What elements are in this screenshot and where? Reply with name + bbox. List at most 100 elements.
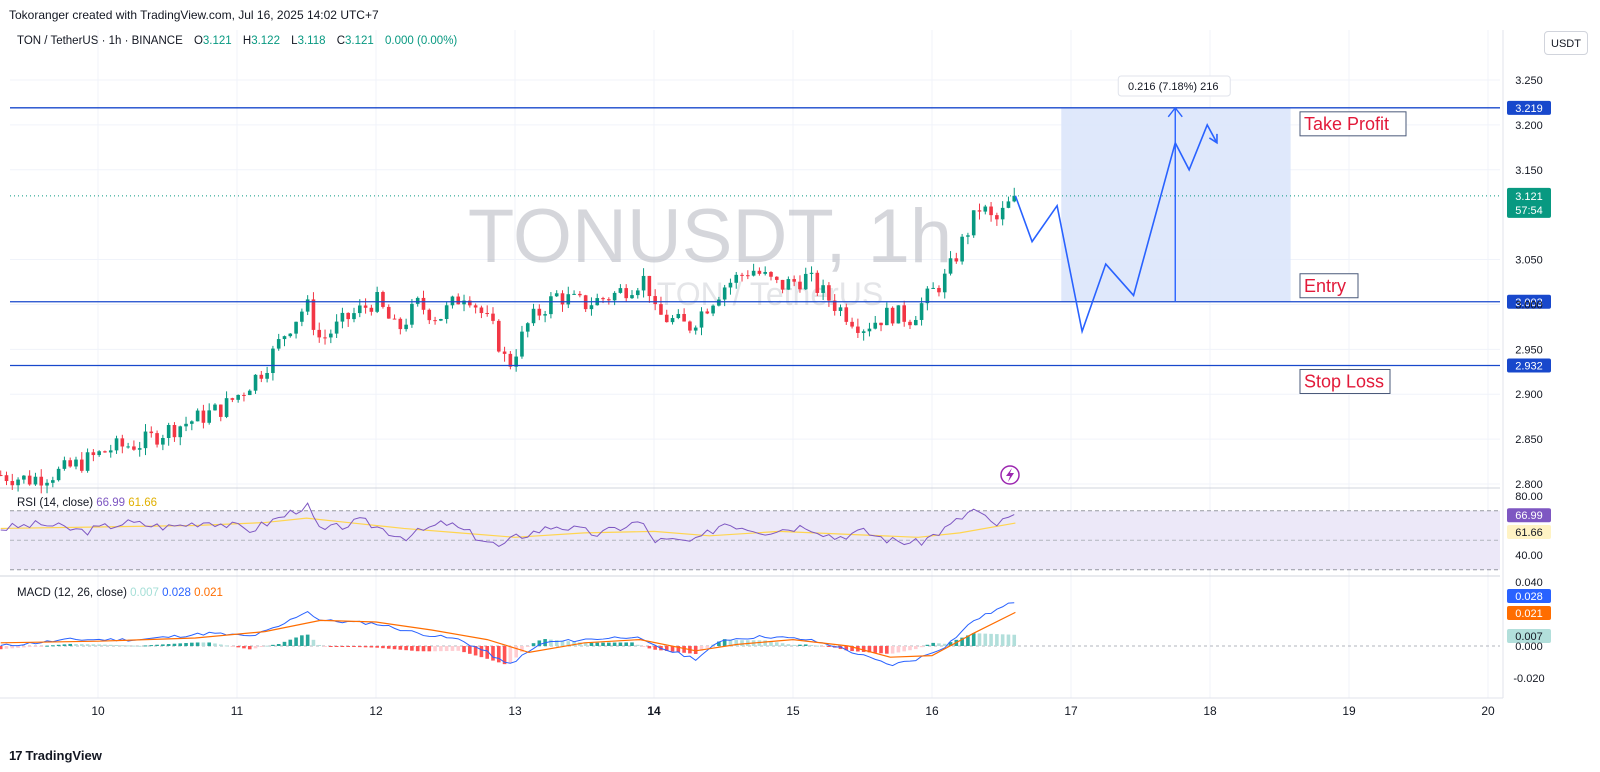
time-axis-tick: 17	[1064, 704, 1078, 718]
macd-histogram-bar	[485, 646, 489, 659]
high-label: H	[242, 35, 252, 47]
candle-body	[103, 451, 107, 453]
rsi-ma-tag-text: 61.66	[1515, 527, 1543, 539]
price-axis-tick: 2.900	[1515, 389, 1543, 401]
candle-body	[693, 327, 698, 331]
time-axis-tick: 12	[369, 704, 383, 718]
candle-body	[942, 273, 947, 293]
candle-body	[890, 307, 895, 324]
macd-legend[interactable]: MACD (12, 26, close) 0.007 0.028 0.021	[17, 587, 223, 599]
candle-body	[427, 309, 432, 321]
macd-histogram-bar	[132, 645, 136, 647]
candle-body	[381, 292, 385, 307]
candle-body	[45, 482, 49, 486]
candle-body	[496, 320, 501, 352]
candle-body	[885, 307, 889, 326]
rsi-tag	[1507, 508, 1551, 523]
macd-histogram-bar	[410, 646, 414, 651]
candle-body	[323, 337, 327, 339]
macd-histogram-bar	[62, 644, 67, 646]
axes-group: 3.250 3.200 3.150 3.050 3.000 2.950 2.900 2.850…	[0, 30, 1545, 718]
macd-histogram-bar	[502, 646, 507, 665]
macd-histogram-bar	[265, 645, 269, 647]
candle-body	[919, 303, 924, 320]
macd-histogram-bar	[91, 644, 96, 646]
macd-histogram-bar	[45, 645, 49, 647]
candle-body	[386, 306, 391, 319]
candle-body	[485, 313, 489, 315]
candle-body	[346, 312, 350, 320]
macd-histogram-bar	[705, 646, 710, 648]
macd-histogram-bar	[595, 642, 600, 646]
candle-body	[746, 275, 750, 277]
macd-histogram-bar	[184, 643, 188, 646]
macd-histogram-bar	[120, 645, 125, 647]
currency-button[interactable]: USDT	[1544, 31, 1588, 55]
candle-body	[971, 210, 976, 236]
candle-body	[207, 410, 211, 423]
candle-body	[415, 297, 420, 304]
macd-histogram-bar	[427, 646, 432, 652]
macd-histogram-bar	[473, 646, 478, 656]
symbol-title[interactable]: TON / TetherUS · 1h · BINANCE	[17, 35, 183, 47]
macd-histogram-bar	[566, 641, 571, 646]
candle-body	[421, 297, 426, 310]
macd-histogram-bar	[786, 644, 791, 646]
macd-histogram-bar	[769, 641, 773, 646]
macd-histogram-bar	[908, 646, 912, 651]
candle-body	[79, 459, 84, 471]
macd-histogram-bar	[496, 646, 501, 663]
macd-histogram-bar	[937, 643, 941, 646]
macd-line-value: 0.028	[162, 587, 191, 599]
macd-histogram-bar	[56, 644, 61, 646]
candle-body	[479, 307, 484, 314]
time-axis-tick: 18	[1203, 704, 1217, 718]
time-axis-tick: 20	[1481, 704, 1495, 718]
projection-arrowhead	[1208, 133, 1218, 145]
macd-histogram-bar	[1012, 634, 1017, 646]
macd-histogram-bar	[294, 637, 298, 646]
candle-body	[751, 270, 756, 276]
macd-histogram-bar	[305, 634, 310, 646]
macd-histogram-bar	[653, 646, 657, 650]
macd-histogram-bar	[259, 646, 264, 647]
candle-body	[543, 314, 547, 316]
candle-body	[305, 299, 310, 312]
candle-body	[832, 300, 837, 311]
candle-body	[966, 235, 970, 237]
macd-hist-value: 0.007	[130, 587, 159, 599]
candle-body	[195, 410, 200, 422]
macd-histogram-bar	[363, 646, 368, 648]
symbol-legend[interactable]: TON / TetherUS · 1h · BINANCE O3.121 H3.…	[17, 35, 457, 47]
candle-body	[688, 321, 692, 331]
tradingview-logo[interactable]: 17 TradingView	[9, 748, 102, 763]
candle-body	[769, 271, 773, 277]
candle-body	[624, 288, 628, 299]
macd-histogram-bar	[439, 646, 443, 652]
candle-body	[734, 274, 739, 283]
lightning-glyph	[1006, 468, 1014, 482]
candle-body	[265, 373, 269, 379]
macd-histogram-bar	[676, 646, 681, 653]
macd-histogram-bar	[114, 645, 119, 647]
candle-body	[531, 308, 536, 324]
price-axis-tick: 3.250	[1515, 75, 1543, 87]
candle-body	[213, 404, 217, 411]
macd-histogram-bar	[821, 646, 825, 647]
candle-body	[218, 404, 223, 417]
rsi-tag-text: 66.99	[1515, 510, 1543, 522]
macd-histogram-bar	[253, 646, 258, 649]
rsi-name: RSI (14, close)	[17, 497, 94, 509]
time-axis-tick: 11	[231, 704, 244, 718]
candle-body	[247, 390, 252, 396]
macd-histogram-bar	[247, 646, 252, 650]
rsi-legend[interactable]: RSI (14, close) 66.99 61.66	[17, 497, 157, 509]
macd-histogram-bar	[288, 639, 293, 646]
macd-histogram-bar	[317, 644, 322, 646]
candle-body	[514, 356, 518, 367]
macd-histogram-bar	[896, 646, 901, 653]
macd-histogram-bar	[850, 646, 854, 652]
macd-histogram-bar	[230, 646, 235, 647]
candle-body	[143, 431, 148, 449]
